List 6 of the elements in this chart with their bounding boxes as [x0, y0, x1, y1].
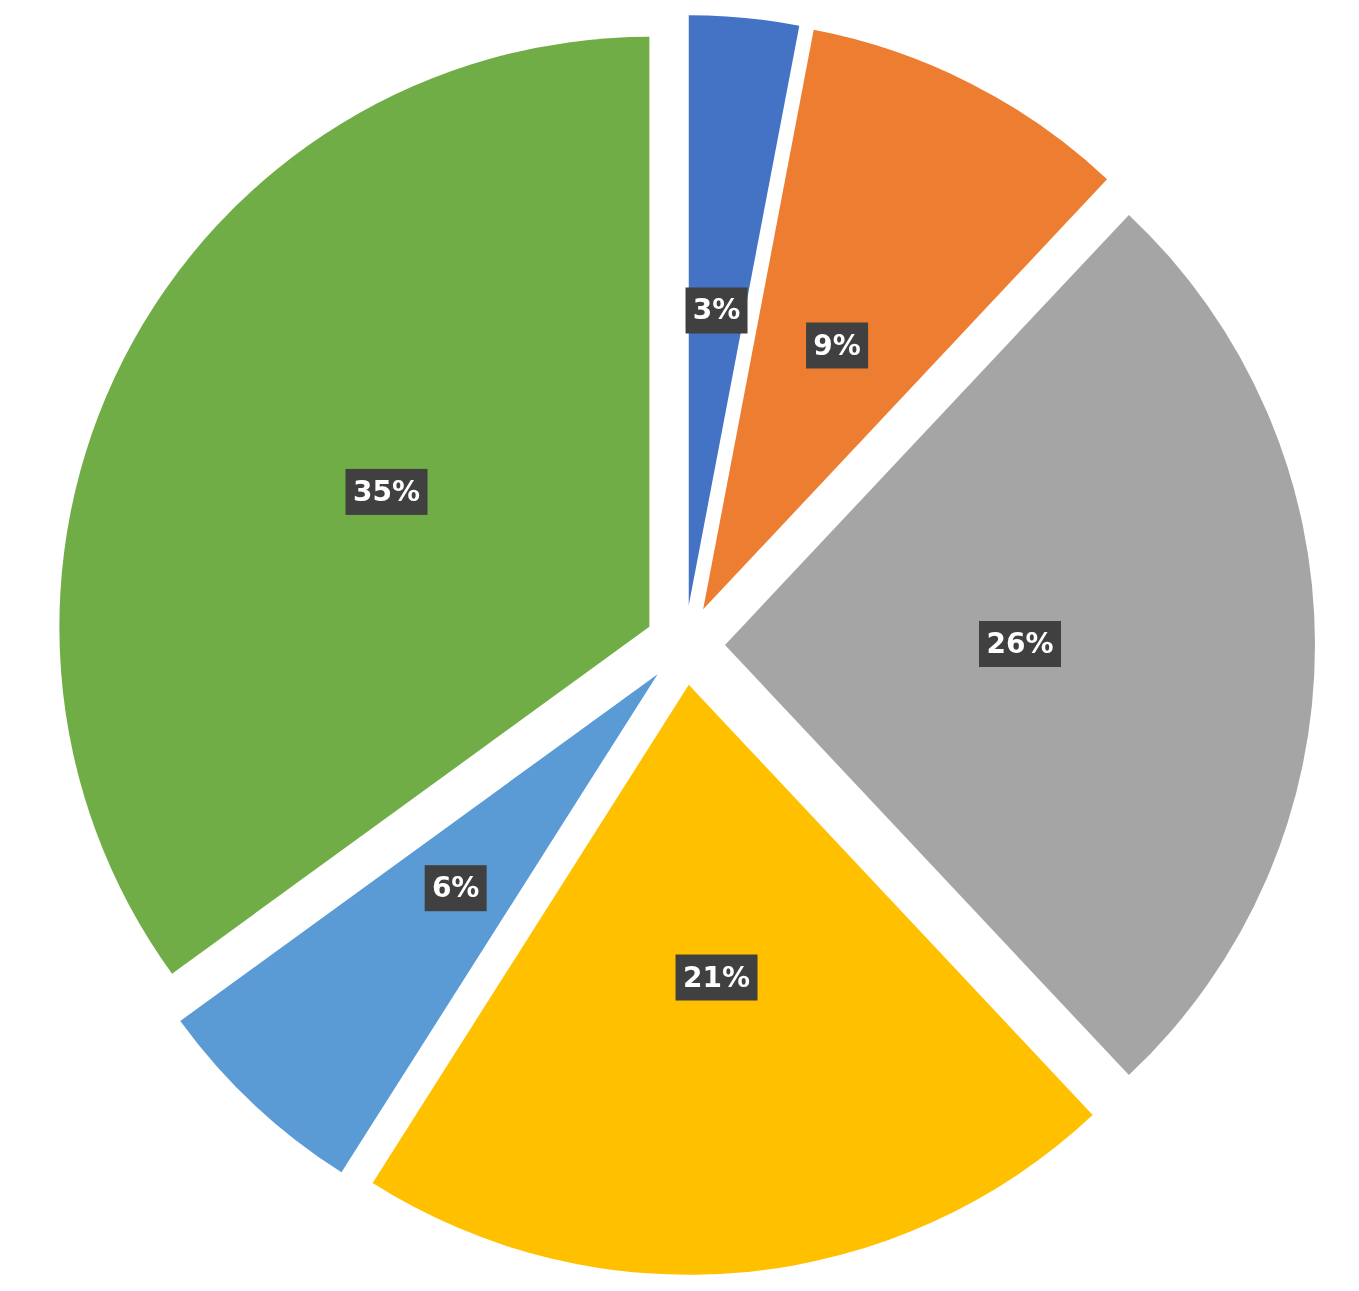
data-label: 26%	[986, 627, 1054, 660]
data-label: 35%	[353, 474, 421, 508]
data-label: 9%	[813, 328, 861, 362]
data-label: 21%	[683, 960, 751, 994]
data-label: 3%	[692, 293, 741, 327]
data-label: 6%	[431, 871, 480, 905]
